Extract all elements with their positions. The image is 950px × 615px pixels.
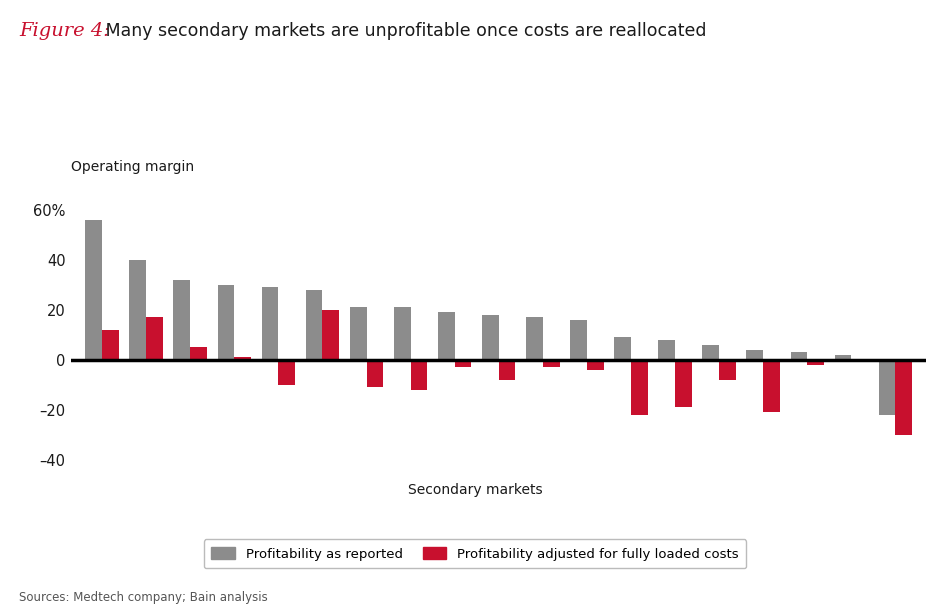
Bar xyxy=(570,320,587,360)
Text: Operating margin: Operating margin xyxy=(71,160,195,174)
Text: Figure 4:: Figure 4: xyxy=(19,22,110,39)
Bar xyxy=(350,307,367,360)
Bar xyxy=(851,360,868,362)
Bar xyxy=(146,317,162,360)
Bar xyxy=(790,352,808,360)
Bar xyxy=(218,285,235,360)
Bar xyxy=(261,287,278,360)
Bar xyxy=(702,344,719,360)
Bar xyxy=(526,317,542,360)
Bar xyxy=(719,360,736,379)
Bar xyxy=(747,349,763,360)
Bar xyxy=(835,355,851,360)
Bar xyxy=(542,360,560,367)
Bar xyxy=(675,360,692,407)
Bar xyxy=(438,312,455,360)
Bar xyxy=(306,290,322,360)
Bar xyxy=(235,357,251,360)
Bar xyxy=(86,220,102,360)
Text: Many secondary markets are unprofitable once costs are reallocated: Many secondary markets are unprofitable … xyxy=(100,22,706,39)
Bar xyxy=(615,337,631,360)
Bar xyxy=(896,360,912,435)
Bar xyxy=(129,260,146,360)
Bar xyxy=(808,360,824,365)
Bar xyxy=(190,347,207,360)
Bar xyxy=(278,360,295,384)
Bar xyxy=(482,315,499,360)
Legend: Profitability as reported, Profitability adjusted for fully loaded costs: Profitability as reported, Profitability… xyxy=(203,539,747,568)
Bar xyxy=(455,360,471,367)
Bar xyxy=(322,309,339,360)
Bar xyxy=(631,360,648,415)
Bar xyxy=(763,360,780,412)
Bar xyxy=(658,339,675,360)
Bar xyxy=(499,360,516,379)
Bar xyxy=(410,360,428,390)
Bar xyxy=(394,307,410,360)
Text: Medtech company example: Medtech company example xyxy=(386,145,612,160)
Bar xyxy=(879,360,896,415)
Bar xyxy=(587,360,603,370)
Bar xyxy=(367,360,383,387)
Bar xyxy=(174,280,190,360)
Text: Secondary markets: Secondary markets xyxy=(408,483,542,497)
Bar xyxy=(102,330,119,360)
Text: Sources: Medtech company; Bain analysis: Sources: Medtech company; Bain analysis xyxy=(19,591,268,604)
